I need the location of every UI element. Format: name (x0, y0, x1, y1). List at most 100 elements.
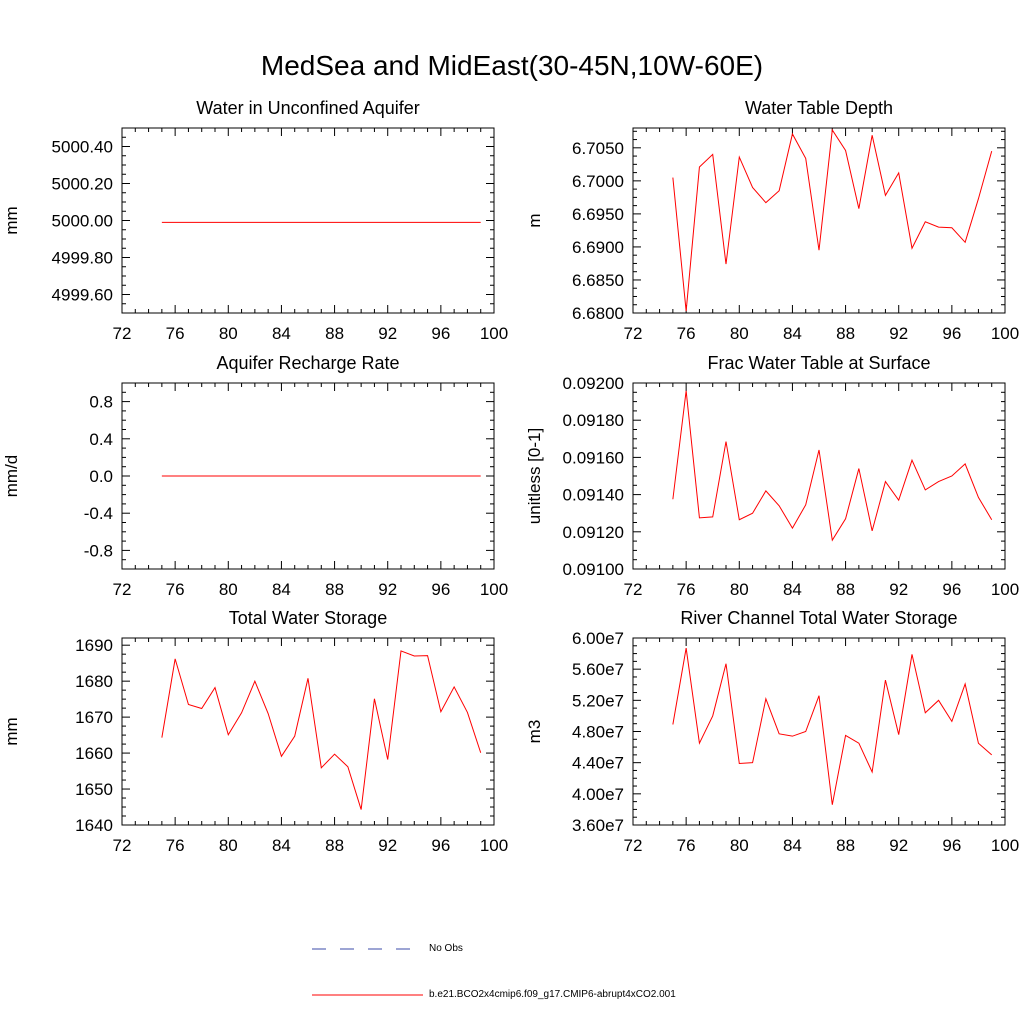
plot-frame (121, 127, 495, 314)
x-tick-label: 84 (272, 324, 291, 343)
panel-6: River Channel Total Water Storage m3 72 76 8… (525, 608, 1019, 855)
y-tick-label: 0.09100 (563, 560, 624, 579)
y-tick-label: 6.7000 (572, 172, 624, 191)
x-tick-label: 92 (889, 580, 908, 599)
y-tick-label: 0.09120 (563, 523, 624, 542)
x-tick-label: 72 (624, 580, 643, 599)
figure-title: MedSea and MidEast(30-45N,10W-60E) (260, 50, 764, 81)
y-tick-label: 4.80e7 (572, 723, 624, 742)
y-tick-label: 1660 (75, 744, 113, 763)
panel-title: Water Table Depth (745, 98, 893, 118)
x-tick-label: 84 (783, 324, 802, 343)
x-tick-label: 88 (325, 836, 344, 855)
y-tick-label: 5000.00 (52, 212, 113, 231)
y-tick-label: 0.09180 (563, 411, 624, 430)
series-line (672, 390, 993, 542)
panel-3: Aquifer Recharge Rate mm/d 72 76 80 84 88 92 96 1… (2, 353, 508, 599)
y-axis-label: unitless [0-1] (525, 428, 544, 524)
x-tick-label: 76 (677, 836, 696, 855)
y-tick-label: 4999.80 (52, 249, 113, 268)
x-tick-label: 72 (624, 324, 643, 343)
panel-title: River Channel Total Water Storage (680, 608, 957, 628)
x-tick-label: 96 (942, 580, 961, 599)
panel-title: Aquifer Recharge Rate (216, 353, 399, 373)
x-tick-label: 88 (836, 836, 855, 855)
y-axis-label: mm/d (2, 455, 21, 498)
x-tick-label: 84 (783, 836, 802, 855)
y-tick-label: 0.09140 (563, 486, 624, 505)
y-tick-label: 1670 (75, 708, 113, 727)
y-axis-label: m (525, 213, 544, 227)
y-tick-label: 6.7050 (572, 139, 624, 158)
x-tick-label: 92 (378, 580, 397, 599)
x-tick-label: 72 (113, 836, 132, 855)
x-tick-label: 92 (378, 324, 397, 343)
x-tick-label: 88 (325, 324, 344, 343)
series-line (161, 650, 482, 810)
y-tick-label: 5.60e7 (572, 660, 624, 679)
y-tick-label: 5000.20 (52, 175, 113, 194)
legend-line-no-obs (312, 948, 423, 950)
x-tick-label: 80 (730, 580, 749, 599)
x-tick-label: 88 (836, 580, 855, 599)
x-tick-label: 100 (991, 324, 1019, 343)
x-tick-label: 96 (431, 836, 450, 855)
x-tick-label: 84 (272, 580, 291, 599)
legend-label-no-obs: No Obs (429, 943, 463, 954)
x-tick-label: 76 (166, 580, 185, 599)
y-tick-label: 0.4 (89, 430, 113, 449)
y-tick-label: 6.6950 (572, 205, 624, 224)
y-axis-label: mm (2, 717, 21, 745)
y-axis-label: m3 (525, 720, 544, 744)
panel-2: Water Table Depth m 72 76 80 84 88 92 96 100 6.680… (525, 98, 1019, 343)
panel-title: Frac Water Table at Surface (707, 353, 930, 373)
y-tick-label: 6.6850 (572, 271, 624, 290)
y-tick-label: 4.00e7 (572, 785, 624, 804)
y-tick-label: 6.6800 (572, 304, 624, 323)
x-tick-label: 88 (836, 324, 855, 343)
plot-frame (121, 637, 495, 826)
y-tick-label: 5.20e7 (572, 691, 624, 710)
x-tick-label: 100 (480, 324, 508, 343)
x-tick-label: 72 (113, 580, 132, 599)
x-tick-label: 92 (378, 836, 397, 855)
y-tick-label: 6.00e7 (572, 629, 624, 648)
panel-1: Water in Unconfined Aquifer mm 72 76 80 84 88 9… (2, 98, 508, 343)
y-axis-label: mm (2, 206, 21, 234)
x-tick-label: 80 (219, 324, 238, 343)
y-tick-label: 1680 (75, 672, 113, 691)
legend-line-model (312, 994, 423, 996)
x-tick-label: 76 (166, 324, 185, 343)
legend-label-model: b.e21.BCO2x4cmip6.f09_g17.CMIP6-abrupt4x… (429, 989, 676, 1000)
x-tick-label: 72 (624, 836, 643, 855)
x-tick-label: 88 (325, 580, 344, 599)
y-tick-label: 5000.40 (52, 138, 113, 157)
x-tick-label: 92 (889, 324, 908, 343)
y-tick-label: 4999.60 (52, 286, 113, 305)
x-tick-label: 80 (219, 580, 238, 599)
panel-title: Water in Unconfined Aquifer (196, 98, 419, 118)
x-tick-label: 80 (219, 836, 238, 855)
x-tick-label: 96 (431, 324, 450, 343)
y-tick-label: 1650 (75, 780, 113, 799)
y-tick-label: 3.60e7 (572, 816, 624, 835)
plot-frame (632, 382, 1006, 570)
x-tick-label: 96 (942, 324, 961, 343)
y-tick-label: -0.8 (84, 541, 113, 560)
x-tick-label: 80 (730, 324, 749, 343)
panel-4: Frac Water Table at Surface unitless [0-1… (525, 353, 1019, 599)
x-tick-label: 84 (783, 580, 802, 599)
series-line (672, 128, 993, 312)
x-tick-label: 100 (480, 580, 508, 599)
panel-5: Total Water Storage mm 72 76 80 84 88 92 96 100 16… (2, 608, 508, 855)
y-tick-label: 0.09160 (563, 448, 624, 467)
y-tick-label: 0.8 (89, 393, 113, 412)
y-tick-label: 1640 (75, 816, 113, 835)
y-tick-label: -0.4 (84, 504, 113, 523)
x-tick-label: 84 (272, 836, 291, 855)
y-tick-label: 1690 (75, 636, 113, 655)
x-tick-label: 76 (166, 836, 185, 855)
x-tick-label: 92 (889, 836, 908, 855)
